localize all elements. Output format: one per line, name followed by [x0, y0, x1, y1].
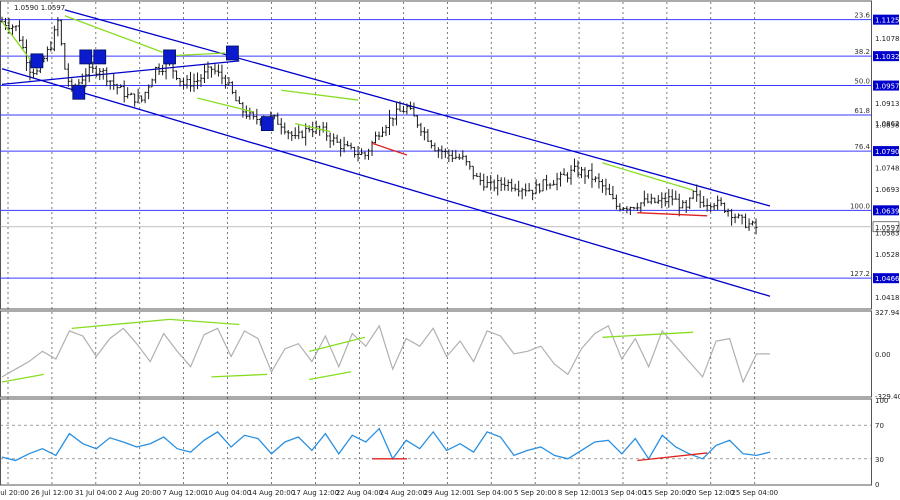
price-tag-label: 1.0957 [875, 83, 900, 91]
price-tag-label: 1.0790 [875, 148, 900, 156]
x-tick-label: 2 Aug 20:00 [118, 489, 161, 497]
rsi-line [1, 427, 771, 462]
price-tag [873, 146, 899, 157]
cci-divergence-line [309, 336, 366, 352]
price-tag [873, 14, 899, 25]
y-tick-label: 1.0583 [875, 229, 900, 237]
x-tick-label: 25 Sep 04:00 [731, 489, 778, 497]
signal-markers [30, 45, 274, 132]
price-tag [873, 205, 899, 216]
divergence-line [64, 15, 163, 53]
rsi-y-tick-label: 70 [875, 422, 884, 430]
x-tick-label: 15 Sep 20:00 [644, 489, 691, 497]
rsi-divergence-line [637, 452, 708, 462]
cci-y-tick-label: -329.405 [875, 393, 900, 401]
candles [0, 16, 758, 235]
y-tick-label: 1.0858 [875, 121, 900, 129]
x-tick-label: 7 Aug 12:00 [162, 489, 205, 497]
price-tag [872, 221, 900, 233]
x-tick-label: 14 Aug 20:00 [248, 489, 295, 497]
cci-divergence-line [211, 373, 268, 378]
fib-level-label: 50.0 [854, 78, 870, 86]
rsi-y-tick-label: 0 [875, 481, 879, 489]
signal-marker [163, 49, 176, 65]
price-tag [873, 80, 899, 91]
x-tick-label: 17 Aug 12:00 [292, 489, 339, 497]
price-tag [873, 51, 899, 62]
x-tick-label: 10 Aug 04:00 [204, 489, 251, 497]
cci-line [1, 324, 770, 384]
price-tag-label: 1.0597 [875, 224, 900, 232]
price-header: 1.0590 1.0597 [14, 4, 65, 12]
y-tick-label: 1.0693 [875, 186, 900, 194]
y-tick-label: 1.0528 [875, 251, 900, 259]
y-tick-label: 1.0418 [875, 294, 900, 302]
channel-line [64, 9, 771, 207]
price-tag-label: 1.1125 [875, 17, 900, 25]
divergence-line [197, 97, 254, 113]
x-tick-label: 20 Sep 12:00 [687, 489, 734, 497]
x-tick-label: 31 Jul 04:00 [75, 489, 117, 497]
cci-y-tick-label: 0.00 [875, 351, 891, 359]
signal-marker [93, 49, 107, 65]
cci-divergence-line [71, 318, 170, 329]
price-tag-label: 1.0639 [875, 207, 900, 215]
cci-divergence-line [169, 318, 240, 326]
x-tick-label: 29 Aug 12:00 [424, 489, 471, 497]
y-tick-label: 1.0862 [875, 120, 900, 128]
x-tick-label: 5 Sep 20:00 [514, 489, 556, 497]
fib-level-label: 100.0 [850, 202, 870, 210]
divergence-line [281, 89, 359, 101]
x-tick-label: 13 Sep 04:00 [600, 489, 647, 497]
divergence-lines [1, 15, 708, 217]
fibonacci-levels: 23.6 38.2 50.0 61.8 76.4 100.0 127.2 [0, 12, 872, 279]
fib-level-label: 76.4 [854, 143, 870, 151]
cci-pane-frame [0, 310, 872, 398]
rsi-y-tick-label: 100 [875, 397, 888, 405]
signal-marker [260, 116, 274, 132]
signal-marker [225, 45, 239, 61]
x-tick-label: 1 Sep 04:00 [470, 489, 512, 497]
signal-marker [30, 53, 44, 69]
trend-channel [1, 9, 771, 297]
y-tick-label: 1.0913 [875, 100, 900, 108]
price-pane-frame [0, 0, 872, 310]
x-tick-label: 21 Jul 20:00 [0, 489, 29, 497]
divergence-line [637, 212, 708, 217]
rsi-indicator-pane [0, 424, 872, 462]
divergence-line [295, 122, 331, 133]
signal-marker [79, 49, 93, 65]
grid-layer [0, 0, 872, 486]
x-tick-label: 8 Sep 12:00 [558, 489, 600, 497]
cci-divergence-line [1, 373, 45, 383]
divergence-line [371, 142, 408, 156]
divergence-line [602, 162, 694, 191]
cci-y-tick-label: 327.9475 [875, 309, 900, 317]
cci-divergence-line [309, 371, 352, 381]
cci-indicator-pane [1, 318, 770, 384]
price-tag-label: 1.0466 [875, 275, 900, 283]
channel-line [1, 68, 771, 297]
x-tick-label: 24 Aug 20:00 [380, 489, 427, 497]
fib-level-label: 61.8 [854, 107, 870, 115]
y-tick-label: 1.0748 [875, 165, 900, 173]
price-tag-label: 1.1032 [875, 53, 900, 61]
x-tick-label: 26 Jul 12:00 [31, 489, 73, 497]
rsi-pane-frame [0, 398, 872, 486]
fib-level-label: 38.2 [854, 48, 870, 56]
x-tick-label: 22 Aug 04:00 [336, 489, 383, 497]
cci-divergence-line [602, 331, 694, 338]
price-tag [873, 273, 899, 284]
fib-level-label: 23.6 [854, 12, 870, 20]
fib-level-label: 127.2 [850, 270, 870, 278]
signal-marker [72, 84, 86, 100]
rsi-y-tick-label: 30 [875, 456, 884, 464]
y-tick-label: 1.1078 [875, 35, 900, 43]
